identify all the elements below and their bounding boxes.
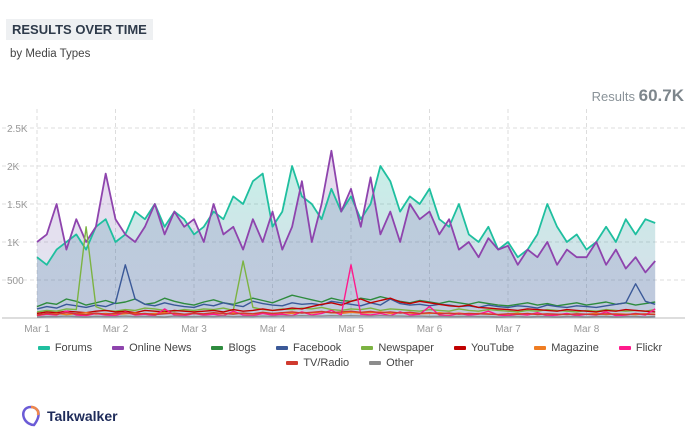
legend-swatch — [211, 346, 224, 350]
series-line-forums[interactable] — [36, 165, 656, 266]
series-line-youtube[interactable] — [36, 297, 656, 315]
x-tick-label: Mar 2 — [103, 324, 129, 335]
legend-label: Newspaper — [378, 342, 434, 354]
series-line-flickr[interactable] — [36, 264, 656, 317]
legend-item[interactable]: Flickr — [618, 342, 663, 354]
brand-name: Talkwalker — [47, 408, 118, 424]
legend-label: Blogs — [228, 342, 256, 354]
legend-item[interactable]: Newspaper — [361, 342, 434, 354]
talkwalker-logo-icon — [22, 405, 40, 427]
y-tick-label: 1.5K — [7, 200, 28, 211]
x-tick-label: Mar 3 — [181, 324, 207, 335]
y-tick-label: 1K — [7, 238, 20, 249]
legend-label: Magazine — [551, 342, 599, 354]
legend-item[interactable]: Facebook — [276, 342, 341, 354]
legend-item[interactable]: Other — [369, 357, 414, 369]
legend-swatch — [361, 346, 374, 350]
chart-legend: Forums Online News Blogs Facebook Newspaper Y… — [20, 342, 680, 369]
series-line-tv-radio[interactable] — [36, 310, 656, 316]
legend-label: Flickr — [635, 342, 663, 354]
legend-item[interactable]: Magazine — [534, 342, 599, 354]
x-tick-label: Mar 7 — [495, 324, 521, 335]
legend-swatch — [286, 361, 299, 365]
x-tick-label: Mar 1 — [24, 324, 50, 335]
legend-item[interactable]: Online News — [112, 342, 191, 354]
legend-item[interactable]: TV/Radio — [286, 357, 349, 369]
x-tick-label: Mar 5 — [338, 324, 364, 335]
y-tick-label: 2K — [7, 162, 20, 173]
results-value: 60.7K — [638, 86, 684, 105]
legend-swatch — [618, 346, 631, 350]
legend-swatch — [369, 361, 382, 365]
results-chart: 500 1K 1.5K 2K 2.5K Mar 1 Mar 2 Mar 3 Mar 4 Mar 5… — [2, 109, 685, 335]
x-tick-label: Mar 8 — [574, 324, 600, 335]
y-tick-label: 2.5K — [7, 124, 28, 135]
x-tick-label: Mar 4 — [260, 324, 286, 335]
legend-label: Other — [386, 357, 414, 369]
chart-title: RESULTS OVER TIME — [6, 19, 153, 40]
results-label: Results — [591, 89, 635, 104]
legend-item[interactable]: YouTube — [453, 342, 515, 354]
legend-label: Facebook — [293, 342, 342, 354]
legend-swatch — [534, 346, 547, 350]
legend-item[interactable]: Blogs — [211, 342, 256, 354]
legend-swatch — [37, 346, 50, 350]
legend-label: TV/Radio — [303, 357, 350, 369]
series-line-newspaper[interactable] — [36, 226, 656, 313]
legend-item[interactable]: Forums — [37, 342, 93, 354]
talkwalker-logo: Talkwalker — [20, 405, 118, 427]
legend-label: Forums — [54, 342, 93, 354]
y-tick-label: 500 — [7, 276, 24, 287]
legend-label: Online News — [129, 342, 192, 354]
x-tick-label: Mar 6 — [417, 324, 443, 335]
series-line-other[interactable] — [36, 315, 656, 318]
series-area-online-news — [37, 150, 656, 318]
results-total: Results 60.7K — [592, 86, 684, 106]
chart-subtitle: by Media Types — [10, 48, 91, 60]
legend-label: YouTube — [470, 342, 515, 354]
legend-swatch — [112, 346, 125, 350]
legend-swatch — [453, 346, 466, 350]
series-line-online-news[interactable] — [36, 149, 656, 274]
legend-swatch — [276, 346, 288, 350]
